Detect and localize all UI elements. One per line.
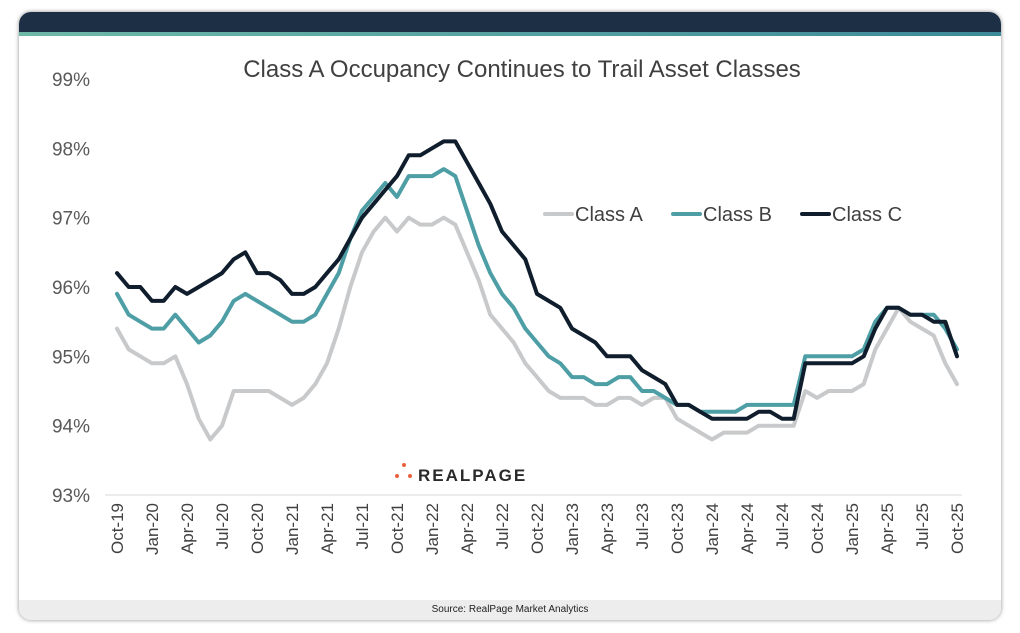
x-tick-label: Oct-25 bbox=[948, 503, 967, 554]
legend-label: Class B bbox=[703, 204, 772, 226]
x-tick-label: Jan-24 bbox=[703, 503, 722, 555]
y-tick-label: 93% bbox=[52, 486, 90, 507]
x-tick-label: Apr-25 bbox=[878, 503, 897, 554]
y-tick-label: 99% bbox=[52, 70, 90, 91]
y-tick-label: 96% bbox=[52, 278, 90, 299]
logo-text: REALPAGE bbox=[418, 466, 527, 485]
y-tick-label: 95% bbox=[52, 347, 90, 368]
series-line-class-b bbox=[115, 167, 959, 414]
x-tick-label: Apr-24 bbox=[738, 503, 757, 554]
x-tick-label: Jan-21 bbox=[283, 503, 302, 555]
x-tick-label: Jul-24 bbox=[773, 503, 792, 549]
legend-label: Class C bbox=[832, 204, 902, 226]
legend-item: Class B bbox=[671, 204, 772, 226]
x-tick-label: Oct-20 bbox=[248, 503, 267, 554]
x-tick-label: Jan-20 bbox=[143, 503, 162, 555]
accent-stripe bbox=[19, 32, 1001, 36]
realpage-logo: REALPAGE bbox=[395, 463, 527, 485]
chart-title: Class A Occupancy Continues to Trail Ass… bbox=[243, 56, 801, 83]
series-line-class-c bbox=[115, 139, 959, 421]
x-tick-label: Apr-22 bbox=[458, 503, 477, 554]
x-tick-label: Oct-24 bbox=[808, 503, 827, 554]
x-tick-label: Oct-23 bbox=[668, 503, 687, 554]
header-bar bbox=[19, 12, 1001, 32]
x-tick-label: Jul-22 bbox=[493, 503, 512, 549]
x-tick-label: Oct-22 bbox=[528, 503, 547, 554]
x-tick-label: Jul-20 bbox=[213, 503, 232, 549]
source-note: Source: RealPage Market Analytics bbox=[431, 604, 589, 615]
footer-bar: Source: RealPage Market Analytics bbox=[19, 600, 1001, 620]
y-tick-label: 98% bbox=[52, 139, 90, 160]
x-tick-label: Jan-22 bbox=[423, 503, 442, 555]
x-tick-label: Apr-23 bbox=[598, 503, 617, 554]
series-line-class-a bbox=[115, 215, 959, 442]
x-tick-label: Jul-23 bbox=[633, 503, 652, 549]
x-tick-label: Oct-19 bbox=[108, 503, 127, 554]
chart-card: Source: RealPage Market Analytics bbox=[19, 12, 1001, 620]
legend-label: Class A bbox=[575, 204, 643, 226]
x-tick-label: Apr-21 bbox=[318, 503, 337, 554]
x-tick-label: Apr-20 bbox=[178, 503, 197, 554]
x-tick-label: Jul-25 bbox=[913, 503, 932, 549]
legend-item: Class C bbox=[800, 204, 902, 226]
legend-item: Class A bbox=[543, 204, 643, 226]
x-tick-label: Jan-23 bbox=[563, 503, 582, 555]
x-tick-label: Jul-21 bbox=[353, 503, 372, 549]
x-tick-label: Jan-25 bbox=[843, 503, 862, 555]
y-tick-label: 97% bbox=[52, 209, 90, 230]
x-tick-label: Oct-21 bbox=[388, 503, 407, 554]
y-tick-label: 94% bbox=[52, 417, 90, 438]
